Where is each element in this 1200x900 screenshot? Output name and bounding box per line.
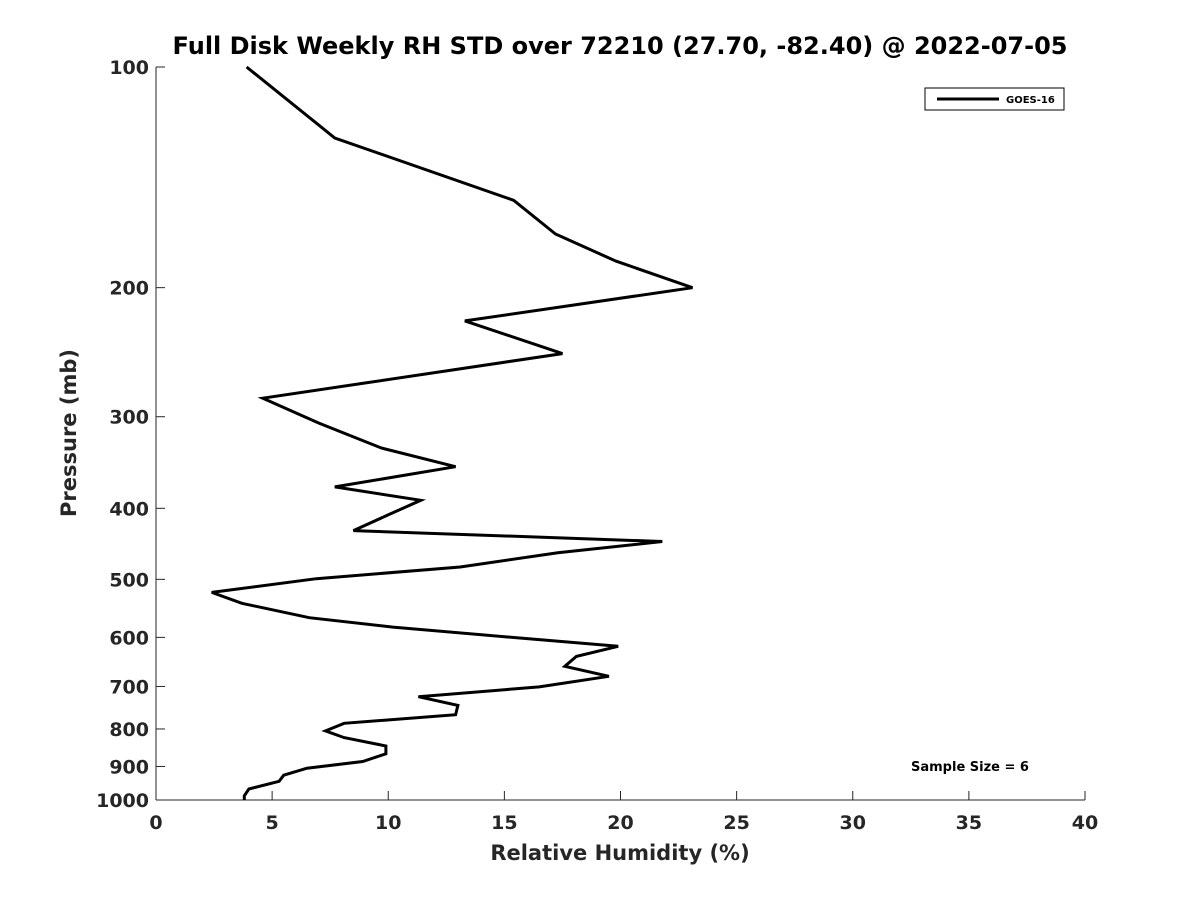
y-axis-label: Pressure (mb)	[57, 349, 81, 517]
y-tick-label: 500	[109, 569, 149, 591]
x-tick-label: 5	[266, 812, 279, 834]
y-tick-label: 600	[109, 627, 149, 649]
x-tick-label: 0	[149, 812, 162, 834]
x-axis-label: Relative Humidity (%)	[490, 841, 749, 865]
legend: GOES-16	[924, 87, 1065, 111]
x-tick-label: 40	[1072, 812, 1098, 834]
y-tick-label: 400	[109, 498, 149, 520]
series-layer	[211, 65, 693, 800]
legend-label-goes-16: GOES-16	[1006, 95, 1055, 106]
x-tick-label: 20	[607, 812, 633, 834]
y-tick-label: 900	[109, 756, 149, 778]
y-tick-label: 1000	[96, 790, 149, 812]
y-tick-label: 200	[109, 278, 149, 300]
series-line-goes-16	[211, 65, 693, 800]
chart-title: Full Disk Weekly RH STD over 72210 (27.7…	[173, 32, 1068, 60]
y-tick-label: 100	[109, 57, 149, 79]
x-tick-label: 10	[375, 812, 401, 834]
x-tick-label: 35	[956, 812, 982, 834]
y-tick-label: 700	[109, 676, 149, 698]
axes: 0 5 10 15 20 25 30 35 40 100 200 300 400 500 600 700 800…	[96, 57, 1098, 834]
y-tick-label: 800	[109, 719, 149, 741]
y-tick-label: 300	[109, 407, 149, 429]
x-tick-label: 15	[491, 812, 517, 834]
x-tick-label: 25	[723, 812, 749, 834]
sample-size-annotation: Sample Size = 6	[911, 760, 1029, 775]
x-tick-label: 30	[840, 812, 866, 834]
